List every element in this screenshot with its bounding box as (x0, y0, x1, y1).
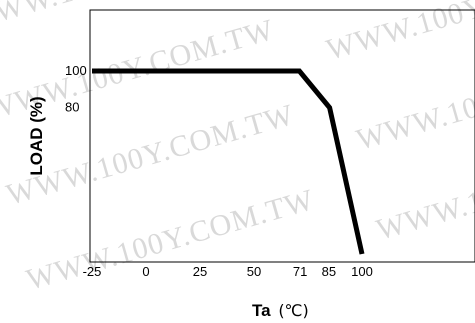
x-axis-ticks: -25 0 25 50 71 85 100 (83, 264, 373, 279)
y-axis-ticks: 100 80 (65, 63, 87, 115)
x-tick-label: 100 (351, 264, 373, 279)
y-axis-title: LOAD (%) (27, 96, 46, 175)
plot-frame (89, 9, 475, 263)
watermark-text: WWW.100Y.COM.TW (373, 133, 475, 247)
x-tick-label: -25 (83, 264, 102, 279)
derating-curve (92, 68, 365, 255)
x-axis-title: Ta (℃) (252, 301, 309, 320)
x-axis-title-unit: (℃) (278, 301, 308, 320)
watermark-text: WWW.100Y.COM.TW (3, 98, 298, 212)
watermark-text: WWW.100Y.COM.TW (23, 183, 318, 297)
x-tick-label: 50 (247, 264, 261, 279)
y-tick-label: 100 (65, 63, 87, 78)
series-layer (92, 68, 365, 255)
x-tick-label: 71 (293, 264, 307, 279)
y-tick-label: 80 (65, 100, 79, 115)
x-tick-label: 25 (193, 264, 207, 279)
watermark-text: WWW.100Y.COM.TW (353, 43, 475, 157)
x-axis-title-name: Ta (252, 301, 271, 320)
watermark-layer: WWW.100Y.COM.TWWWW.100Y.COM.TWWWW.100Y.C… (0, 0, 475, 297)
x-tick-label: 0 (142, 264, 149, 279)
x-tick-label: 85 (322, 264, 336, 279)
